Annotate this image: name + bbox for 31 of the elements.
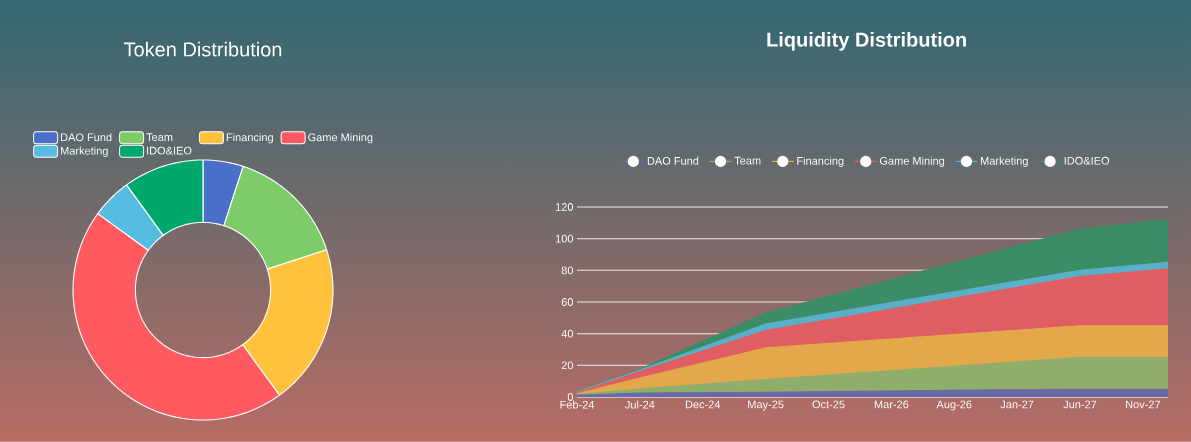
- y-tick-label: 0: [567, 393, 574, 401]
- x-tick-label: Mar-26: [874, 400, 909, 409]
- legend-label: Marketing: [61, 146, 108, 157]
- x-tick-label: Jul-24: [625, 400, 655, 409]
- legend-label: Team: [734, 156, 761, 165]
- y-tick-label: 60: [561, 298, 574, 306]
- x-tick-label: Jun-27: [1063, 400, 1097, 409]
- x-tick-label: Jan-27: [1000, 400, 1034, 409]
- y-tick-label: 120: [555, 203, 574, 211]
- x-tick-label: Dec-24: [685, 400, 721, 409]
- legend-label: Game Mining: [879, 156, 945, 167]
- legend-label: Financing: [226, 133, 273, 144]
- y-tick-label: 20: [561, 361, 574, 370]
- legend-label: Game Mining: [308, 133, 373, 144]
- legend-label: Marketing: [981, 156, 1028, 167]
- x-tick-label: May-25: [748, 400, 784, 411]
- legend-label: Financing: [797, 156, 844, 167]
- chart-title: Token Distribution: [123, 41, 282, 57]
- x-tick-label: Feb-24: [560, 400, 595, 409]
- legend-label: DAO Fund: [61, 133, 112, 142]
- legend-label: DAO Fund: [647, 156, 699, 165]
- x-tick-label: Oct-25: [812, 400, 845, 409]
- x-tick-label: Nov-27: [1126, 400, 1161, 409]
- legend-label: Team: [146, 133, 173, 142]
- y-tick-label: 80: [561, 266, 574, 275]
- y-tick-label: 100: [555, 234, 574, 243]
- chart-title: Liquidity Distribution: [767, 32, 966, 51]
- x-tick-label: Aug-26: [936, 400, 972, 411]
- legend-label: IDO&IEO: [147, 146, 192, 155]
- y-tick-label: 40: [561, 329, 574, 338]
- legend-label: IDO&IEO: [1064, 156, 1110, 165]
